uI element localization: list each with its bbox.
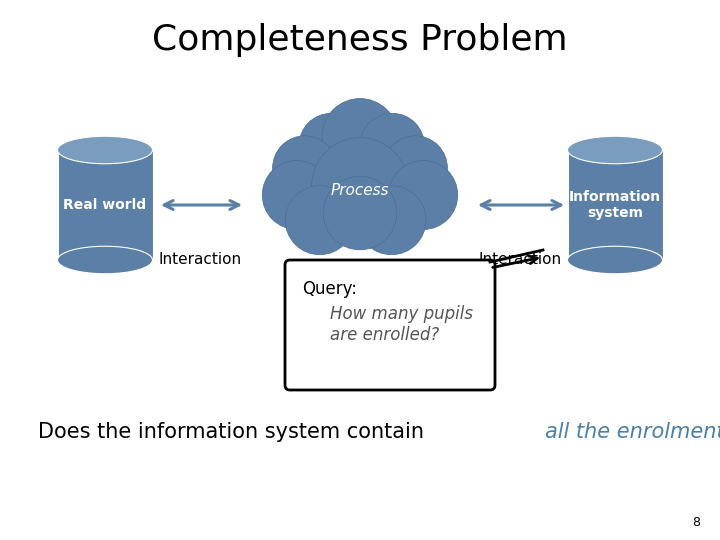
- Circle shape: [299, 113, 364, 178]
- FancyBboxPatch shape: [285, 260, 495, 390]
- Circle shape: [312, 138, 408, 234]
- Circle shape: [357, 186, 426, 255]
- Ellipse shape: [58, 136, 153, 164]
- Text: Interaction: Interaction: [478, 252, 562, 267]
- Text: Information
system: Information system: [569, 190, 661, 220]
- Ellipse shape: [567, 246, 662, 274]
- Text: Real world: Real world: [63, 198, 147, 212]
- Circle shape: [285, 186, 354, 255]
- Circle shape: [323, 176, 397, 250]
- Text: Interaction: Interaction: [158, 252, 242, 267]
- Text: Query:: Query:: [302, 280, 357, 298]
- Text: Completeness Problem: Completeness Problem: [152, 23, 568, 57]
- Text: How many pupils
are enrolled?: How many pupils are enrolled?: [330, 305, 473, 344]
- Text: 8: 8: [692, 516, 700, 529]
- Circle shape: [273, 136, 337, 200]
- Text: Process: Process: [330, 183, 390, 198]
- Circle shape: [360, 113, 424, 178]
- Circle shape: [262, 160, 331, 230]
- Text: all the enrolments: all the enrolments: [544, 422, 720, 442]
- Circle shape: [383, 136, 447, 200]
- Circle shape: [389, 160, 458, 230]
- Ellipse shape: [58, 246, 153, 274]
- Bar: [567, 150, 662, 260]
- Bar: [58, 150, 153, 260]
- Text: Does the information system contain: Does the information system contain: [38, 422, 431, 442]
- Circle shape: [322, 98, 398, 174]
- Ellipse shape: [567, 136, 662, 164]
